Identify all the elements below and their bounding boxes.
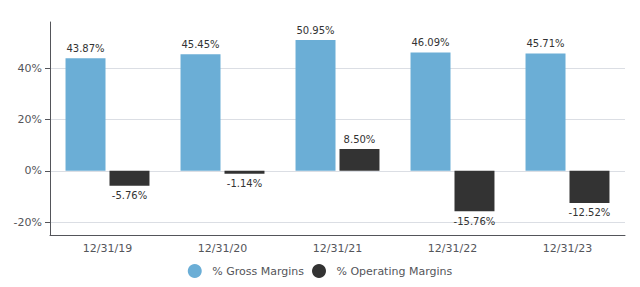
svg-text:0%: 0% [25,164,42,177]
svg-text:% Gross Margins: % Gross Margins [212,265,304,278]
svg-text:-12.52%: -12.52% [569,207,611,218]
svg-text:-20%: -20% [14,216,42,229]
svg-text:20%: 20% [18,113,42,126]
svg-text:% Operating Margins: % Operating Margins [337,265,453,278]
svg-text:50.95%: 50.95% [296,25,334,36]
svg-text:46.09%: 46.09% [411,37,449,48]
svg-text:45.45%: 45.45% [181,39,219,50]
svg-text:45.71%: 45.71% [526,38,564,49]
svg-text:12/31/23: 12/31/23 [543,242,592,255]
svg-text:-15.76%: -15.76% [454,216,496,227]
svg-text:12/31/19: 12/31/19 [83,242,132,255]
svg-text:12/31/21: 12/31/21 [313,242,362,255]
svg-text:40%: 40% [18,62,42,75]
svg-text:8.50%: 8.50% [344,134,376,145]
svg-text:-1.14%: -1.14% [227,178,262,189]
svg-text:43.87%: 43.87% [66,43,104,54]
svg-text:12/31/22: 12/31/22 [428,242,477,255]
svg-text:12/31/20: 12/31/20 [198,242,247,255]
svg-text:-5.76%: -5.76% [112,190,147,201]
